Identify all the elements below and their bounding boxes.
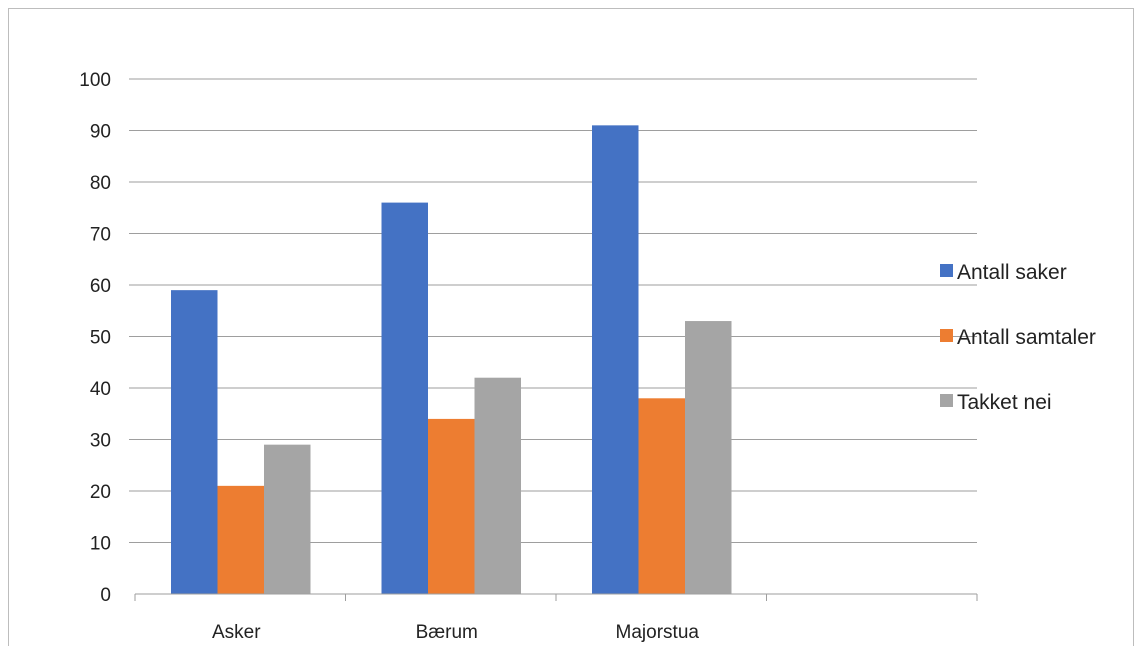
y-tick-label: 50 — [90, 328, 111, 349]
bar — [474, 377, 521, 594]
bar — [428, 418, 475, 594]
bar — [685, 321, 732, 594]
y-tick-label: 10 — [90, 534, 111, 555]
y-tick-label: 20 — [90, 482, 111, 503]
gridlines — [129, 78, 977, 543]
legend-label: Antall samtaler — [957, 326, 1096, 349]
bar — [264, 444, 311, 594]
x-category-label: Bærum — [416, 622, 478, 643]
chart-frame — [8, 8, 1134, 646]
y-tick-label: 30 — [90, 431, 111, 452]
legend-label: Antall saker — [957, 261, 1067, 284]
x-axis-category-labels: Asker Bærum Majorstua — [212, 622, 699, 643]
y-tick-label: 100 — [79, 70, 111, 91]
y-tick-label: 60 — [90, 276, 111, 297]
legend-swatch — [940, 264, 953, 277]
bars — [171, 125, 732, 594]
y-tick-label: 70 — [90, 225, 111, 246]
y-tick-label: 40 — [90, 379, 111, 400]
y-axis-tick-labels: 0 10 20 30 40 50 60 70 80 90 100 — [79, 70, 111, 606]
legend-item: Antall saker — [940, 261, 1067, 284]
y-tick-label: 90 — [90, 122, 111, 143]
legend-swatch — [940, 394, 953, 407]
y-tick-label: 0 — [100, 585, 111, 606]
legend-label: Takket nei — [957, 391, 1052, 414]
y-tick-label: 80 — [90, 173, 111, 194]
legend-item: Takket nei — [940, 391, 1052, 414]
legend-swatch — [940, 329, 953, 342]
x-axis — [134, 593, 978, 601]
legend: Antall saker Antall samtaler Takket nei — [940, 261, 1096, 414]
x-category-label: Asker — [212, 622, 261, 643]
legend-item: Antall samtaler — [940, 326, 1096, 349]
x-category-label: Majorstua — [616, 622, 700, 643]
bar — [381, 202, 428, 594]
bar — [638, 398, 685, 594]
bar — [592, 125, 639, 594]
bar — [217, 485, 264, 594]
bar — [171, 290, 218, 594]
